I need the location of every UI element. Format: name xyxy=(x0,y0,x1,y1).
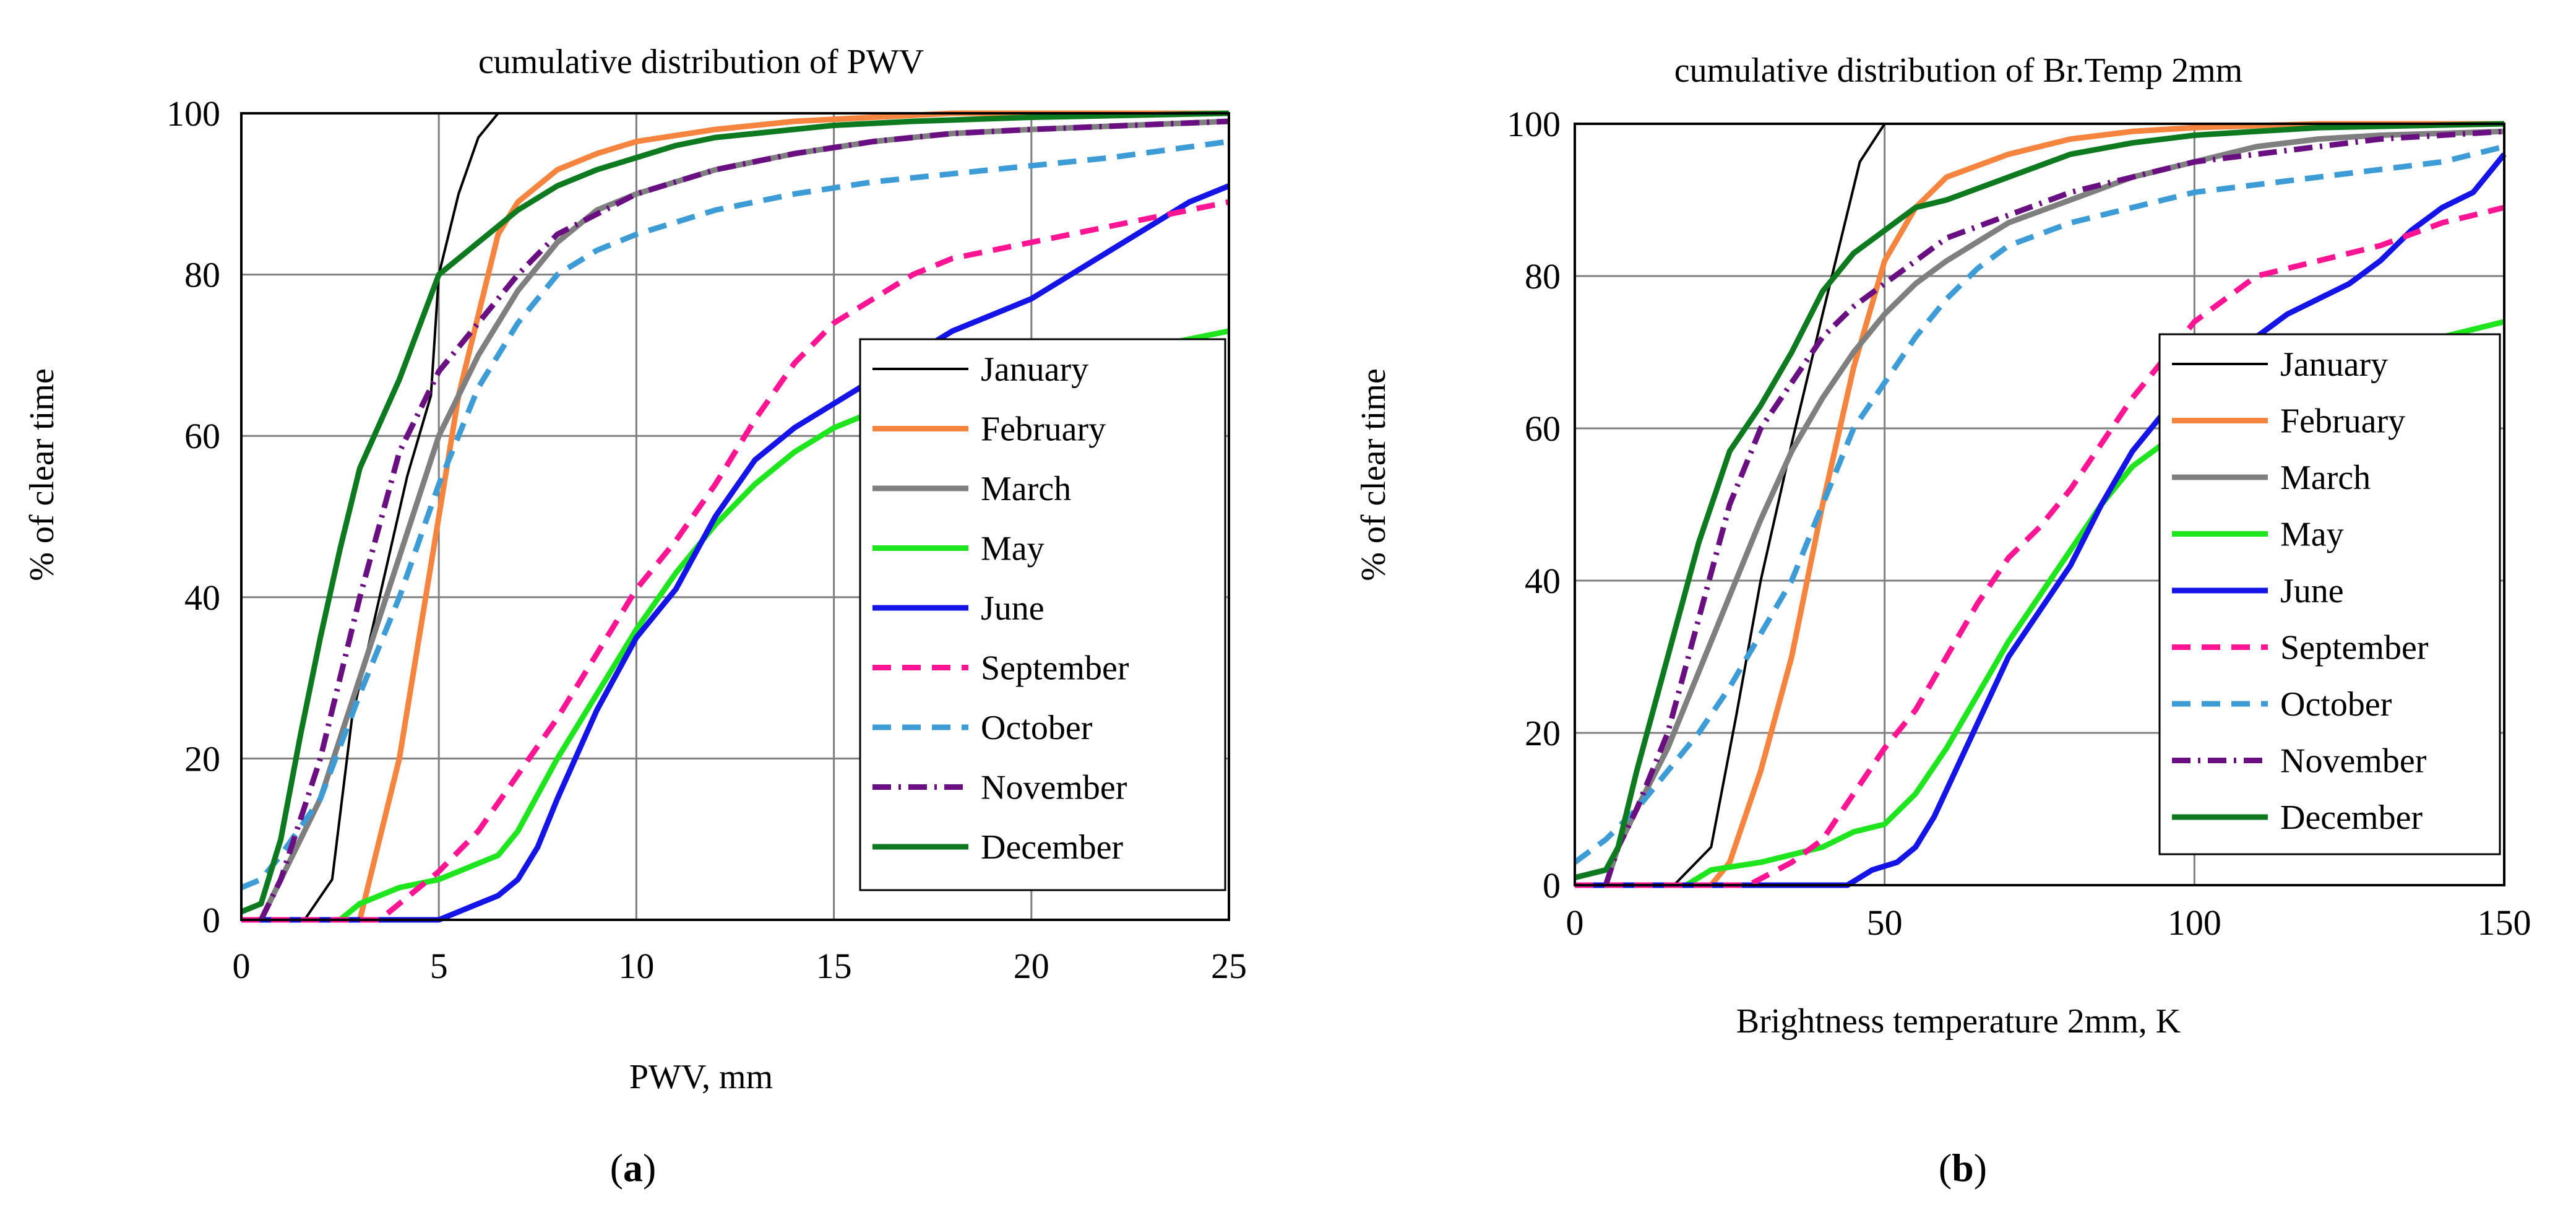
legend-label-november: November xyxy=(981,769,1127,807)
legend-label-october: October xyxy=(2280,685,2392,724)
x-tick-label: 25 xyxy=(1211,946,1247,986)
legend-label-september: September xyxy=(981,649,1129,688)
panel-label-a-letter: a xyxy=(623,1146,643,1190)
x-tick-label: 150 xyxy=(2478,903,2531,943)
plot-frame xyxy=(1574,123,2505,886)
legend-label-february: February xyxy=(2280,402,2405,441)
y-axis-label: % of clear time xyxy=(23,368,61,581)
y-tick-label: 40 xyxy=(184,578,220,618)
y-tick-label: 0 xyxy=(1543,865,1561,906)
series-line-october xyxy=(240,139,1230,891)
series-line-november xyxy=(258,118,1230,921)
chart-title: cumulative distribution of Br.Temp 2mm xyxy=(1674,51,2242,90)
tick-labels: 0 5 10 15 20 25 0 20 40 60 80 100 xyxy=(166,93,1247,986)
series-line-december xyxy=(1574,121,2505,881)
y-tick-label: 40 xyxy=(1525,561,1561,601)
x-tick-label: 0 xyxy=(1566,903,1584,943)
x-axis-label: PWV, mm xyxy=(629,1058,773,1096)
series-line-june xyxy=(241,183,1230,923)
x-tick-label: 100 xyxy=(2168,903,2221,943)
series-line-january xyxy=(1673,123,1886,886)
y-tick-label: 20 xyxy=(1525,713,1561,753)
plot-frame xyxy=(240,112,1230,921)
chart-title: cumulative distribution of PWV xyxy=(478,43,924,81)
x-tick-label: 0 xyxy=(233,946,251,986)
legend-label-january: January xyxy=(2280,345,2388,384)
series-line-march xyxy=(1603,128,2505,886)
legend-label-february: February xyxy=(981,410,1106,449)
legend-label-december: December xyxy=(981,828,1123,867)
x-tick-label: 20 xyxy=(1014,946,1049,986)
legend-label-march: March xyxy=(981,470,1071,508)
chart-panel-b: cumulative distribution of Br.Temp 2mm B… xyxy=(1355,51,2531,1190)
series-line-february xyxy=(357,110,1229,921)
legend-label-november: November xyxy=(2280,742,2427,781)
legend-label-may: May xyxy=(2280,516,2344,554)
y-tick-label: 80 xyxy=(184,255,220,295)
legend-label-march: March xyxy=(2280,459,2371,497)
legend-label-june: June xyxy=(981,589,1045,628)
series-line-september xyxy=(1575,204,2505,888)
y-tick-label: 60 xyxy=(184,416,220,456)
legend: January February March May June September Octo… xyxy=(2158,333,2501,855)
x-tick-label: 50 xyxy=(1867,903,1903,943)
tick-labels: 0 50 100 150 0 20 40 60 80 100 xyxy=(1507,104,2531,943)
legend: January February March May June September Octo… xyxy=(859,338,1226,891)
y-tick-label: 0 xyxy=(202,900,220,940)
legend-label-december: December xyxy=(2280,799,2423,837)
y-tick-label: 20 xyxy=(184,738,220,779)
series-line-october xyxy=(1573,144,2505,865)
legend-label-september: September xyxy=(2280,629,2429,667)
x-tick-label: 10 xyxy=(618,946,654,986)
data-series xyxy=(1573,121,2507,888)
x-axis-label: Brightness temperature 2mm, K xyxy=(1736,1002,2181,1041)
data-series xyxy=(240,110,1230,923)
y-axis-label: % of clear time xyxy=(1355,368,1393,581)
y-tick-label: 80 xyxy=(1525,256,1561,297)
panel-label-b: (b) xyxy=(1939,1146,1987,1190)
series-line-november xyxy=(1603,128,2505,886)
legend-label-october: October xyxy=(981,709,1093,747)
y-tick-label: 100 xyxy=(166,93,220,134)
y-tick-label: 100 xyxy=(1507,104,1561,144)
series-line-september xyxy=(241,199,1230,923)
series-line-january xyxy=(303,112,499,921)
legend-label-may: May xyxy=(981,530,1045,568)
panel-label-a: (a) xyxy=(610,1146,657,1190)
series-line-december xyxy=(240,110,1230,915)
legend-label-june: June xyxy=(2280,572,2344,610)
x-tick-label: 5 xyxy=(430,946,448,986)
x-tick-label: 15 xyxy=(816,946,852,986)
panel-label-b-letter: b xyxy=(1952,1146,1974,1190)
y-tick-label: 60 xyxy=(1525,409,1561,449)
chart-panel-a: cumulative distribution of PWV PWV, mm %… xyxy=(23,43,1247,1190)
legend-label-january: January xyxy=(981,350,1088,389)
